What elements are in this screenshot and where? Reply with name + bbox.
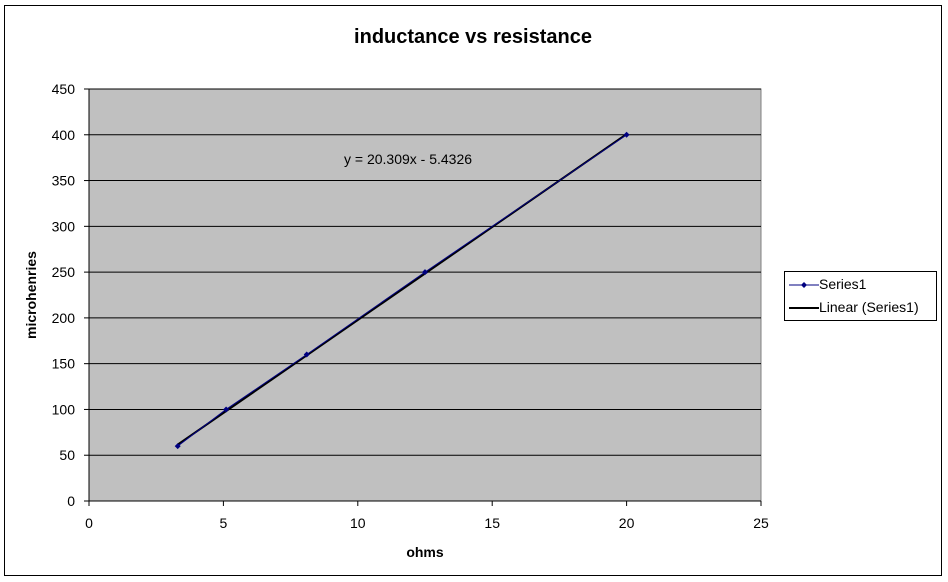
- y-tick-label: 50: [59, 447, 75, 463]
- x-tick-label: 15: [484, 515, 500, 531]
- legend-entry-series1: Series1: [785, 275, 936, 295]
- gridlines: [89, 88, 761, 456]
- x-tick-label: 10: [350, 515, 366, 531]
- legend-entry-linear: Linear (Series1): [785, 298, 936, 318]
- trendline-equation: y = 20.309x - 5.4326: [344, 151, 472, 167]
- y-tick-label: 150: [52, 356, 76, 372]
- y-tick-label: 350: [52, 173, 76, 189]
- x-axis-ticks: 0 5 10 15 20 25: [85, 501, 769, 531]
- series1-point: [303, 351, 310, 358]
- x-tick-label: 0: [85, 515, 93, 531]
- y-tick-label: 0: [67, 493, 75, 509]
- y-tick-label: 200: [52, 310, 76, 326]
- y-tick-label: 300: [52, 218, 76, 234]
- series1-point: [174, 443, 181, 450]
- axes: [88, 89, 761, 502]
- y-axis-ticks: 0 50 100 150 200 250 300 350 400 450: [52, 81, 89, 509]
- legend-series1-symbol: [789, 282, 819, 288]
- x-tick-label: 20: [619, 515, 635, 531]
- series-group: [174, 131, 630, 450]
- y-tick-label: 400: [52, 127, 76, 143]
- x-axis-title: ohms: [406, 544, 444, 560]
- x-tick-label: 25: [753, 515, 769, 531]
- legend: Series1 Linear (Series1): [784, 271, 937, 321]
- y-axis-title: microhenries: [23, 251, 39, 339]
- legend-linear-label: Linear (Series1): [819, 299, 919, 315]
- y-tick-label: 100: [52, 401, 76, 417]
- legend-linear-symbol: [789, 307, 819, 309]
- series1-point: [623, 131, 630, 138]
- y-tick-label: 250: [52, 264, 76, 280]
- legend-series1-label: Series1: [819, 276, 867, 292]
- plot-area: [88, 88, 762, 502]
- x-tick-label: 5: [220, 515, 228, 531]
- series1-point: [422, 269, 428, 276]
- y-tick-label: 450: [52, 81, 76, 97]
- series1-point: [223, 406, 230, 413]
- chart-title: inductance vs resistance: [354, 26, 592, 48]
